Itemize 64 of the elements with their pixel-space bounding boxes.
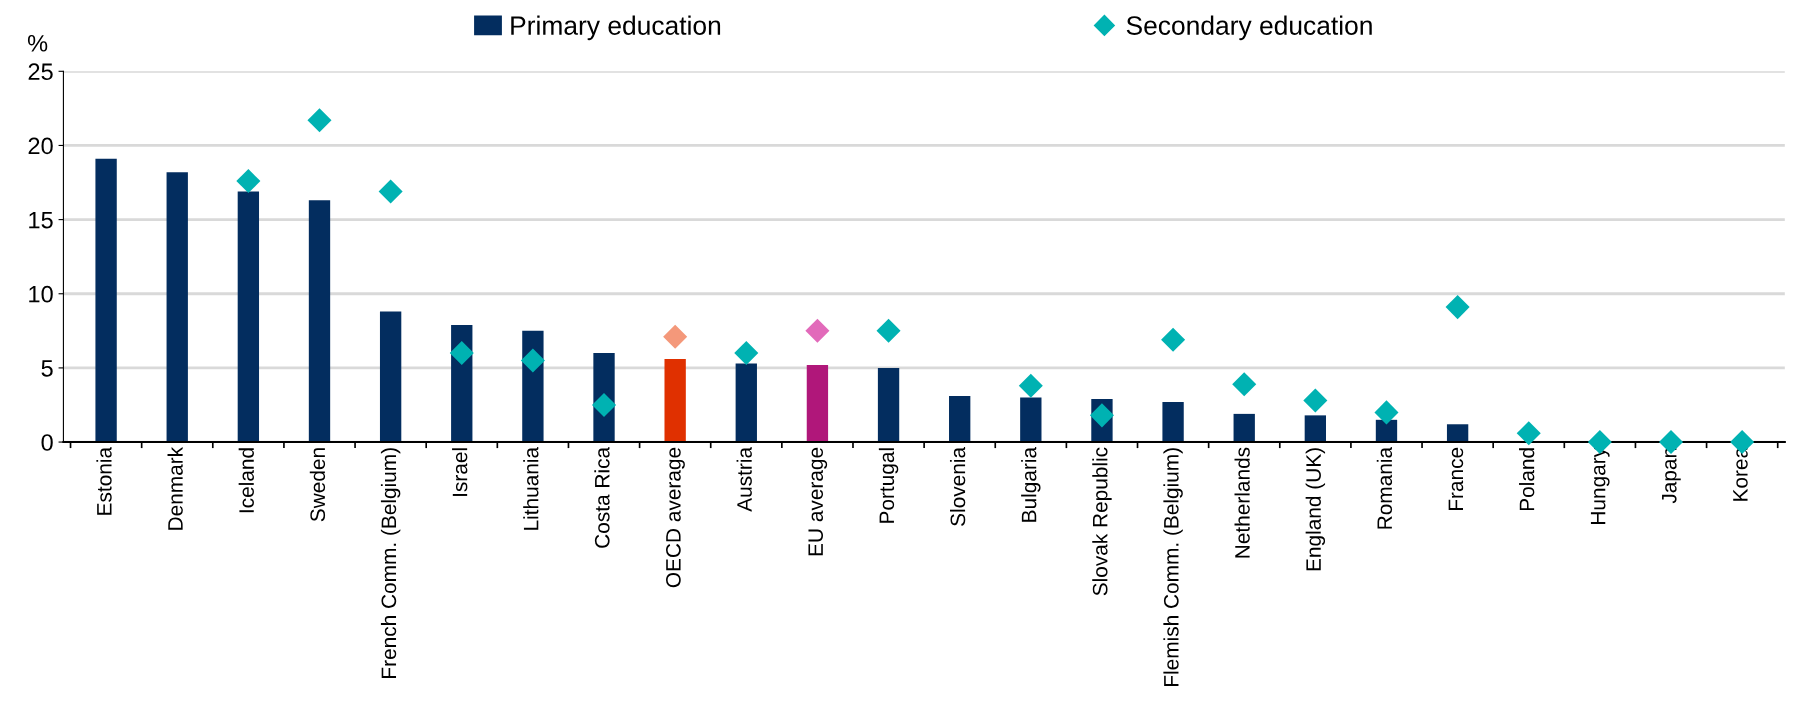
point xyxy=(663,324,688,349)
x-tick-label: Hungary xyxy=(1590,446,1610,524)
y-tick-label: 0 xyxy=(41,434,53,451)
y-tick-label: 25 xyxy=(28,63,53,81)
point xyxy=(1303,388,1328,413)
y-tick-label: 15 xyxy=(29,211,53,229)
x-tick-label: Netherlands xyxy=(1234,447,1250,558)
x-tick-label: France xyxy=(1448,447,1464,511)
point xyxy=(449,341,474,366)
bar xyxy=(806,364,829,443)
y-tick-label: 20 xyxy=(28,137,53,155)
point xyxy=(378,179,403,204)
x-tick-label: Lithuania xyxy=(523,446,539,530)
x-tick-label: Poland xyxy=(1519,448,1535,511)
x-tick-label: Denmark xyxy=(167,446,183,530)
bar xyxy=(379,311,402,443)
point xyxy=(1018,373,1043,398)
x-tick-label: Israel xyxy=(452,448,468,496)
bar xyxy=(664,359,686,443)
x-tick-label: Portugal xyxy=(878,448,899,523)
point xyxy=(734,341,759,366)
point xyxy=(1374,400,1399,425)
x-tick-label: Slovak Republic xyxy=(1092,447,1112,596)
x-tick-label: Bulgaria xyxy=(1021,446,1041,522)
point xyxy=(1089,403,1114,428)
bar xyxy=(1233,413,1255,443)
y-tick-label: 10 xyxy=(29,285,53,303)
point xyxy=(1161,327,1186,352)
legend-label: Primary education xyxy=(511,15,721,41)
legend-label: Secondary education xyxy=(1126,15,1372,41)
point xyxy=(1445,295,1470,320)
bar xyxy=(735,363,757,443)
bar xyxy=(95,158,117,443)
x-tick-label: Romania xyxy=(1376,446,1393,529)
point xyxy=(1232,372,1257,397)
x-tick-label: Costa Rica xyxy=(594,446,610,548)
bar xyxy=(1304,415,1327,443)
x-tick-label: OECD average xyxy=(666,447,685,588)
y-tick-label: 5 xyxy=(41,360,53,377)
y-axis-title: % xyxy=(27,35,48,52)
bar xyxy=(166,172,188,443)
bar xyxy=(308,200,331,443)
point xyxy=(520,348,545,373)
x-tick-label: Iceland xyxy=(238,448,254,513)
bar xyxy=(1446,424,1469,443)
x-tick-label: Flemish Comm. (Belgium) xyxy=(1163,448,1183,686)
point xyxy=(236,169,261,194)
x-tick-label: Slovenia xyxy=(949,446,966,526)
point xyxy=(876,318,901,343)
bar xyxy=(877,367,900,443)
bar xyxy=(237,191,260,443)
x-tick-label: Austria xyxy=(736,446,752,512)
x-tick-label: England (UK) xyxy=(1305,448,1326,571)
point xyxy=(805,318,830,343)
bar xyxy=(949,396,971,443)
bar xyxy=(1162,402,1184,443)
point xyxy=(1516,421,1541,446)
point xyxy=(307,108,332,133)
x-tick-label: Sweden xyxy=(309,448,326,522)
x-tick-label: French Comm. (Belgium) xyxy=(380,448,401,678)
point xyxy=(592,392,617,418)
x-tick-label: Estonia xyxy=(96,446,112,515)
bar xyxy=(1020,397,1042,443)
x-tick-label: EU average xyxy=(808,447,828,556)
